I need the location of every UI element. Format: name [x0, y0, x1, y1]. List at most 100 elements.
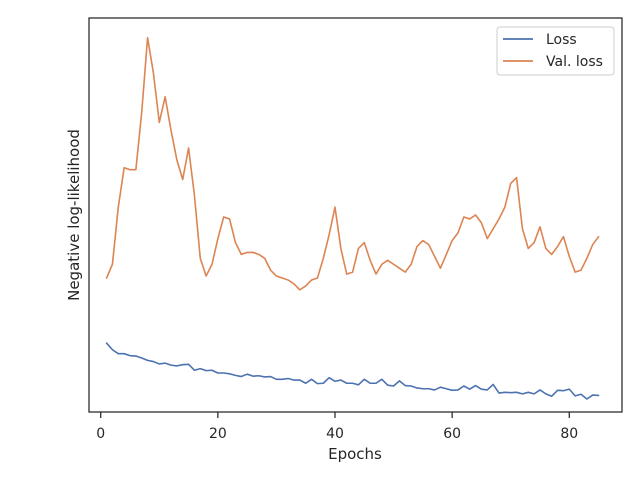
data-point-val-loss	[235, 242, 237, 244]
data-point-val-loss	[164, 96, 166, 98]
data-point-loss	[117, 353, 119, 355]
data-point-loss	[586, 398, 588, 400]
data-point-loss	[305, 382, 307, 384]
data-point-val-loss	[393, 263, 395, 265]
data-point-loss	[317, 383, 319, 385]
data-point-val-loss	[428, 244, 430, 246]
data-point-val-loss	[340, 248, 342, 250]
data-point-loss	[164, 362, 166, 364]
data-point-val-loss	[246, 252, 248, 254]
data-point-val-loss	[293, 283, 295, 285]
data-point-val-loss	[381, 263, 383, 265]
data-point-loss	[352, 382, 354, 384]
x-tick-label: 0	[96, 426, 105, 442]
data-point-loss	[451, 390, 453, 392]
data-point-loss	[346, 382, 348, 384]
data-point-val-loss	[123, 167, 125, 169]
data-point-loss	[393, 385, 395, 387]
data-point-loss	[299, 379, 301, 381]
data-point-loss	[340, 379, 342, 381]
data-point-val-loss	[410, 263, 412, 265]
data-point-loss	[574, 395, 576, 397]
data-point-loss	[481, 388, 483, 390]
data-point-loss	[281, 379, 283, 381]
data-point-val-loss	[463, 216, 465, 218]
data-point-loss	[246, 373, 248, 375]
data-point-val-loss	[399, 267, 401, 269]
data-point-loss	[363, 379, 365, 381]
data-point-val-loss	[258, 254, 260, 256]
data-point-loss	[410, 385, 412, 387]
data-point-val-loss	[539, 226, 541, 228]
data-point-val-loss	[481, 222, 483, 224]
data-point-loss	[328, 377, 330, 379]
data-point-val-loss	[287, 279, 289, 281]
plot-area	[89, 18, 622, 412]
data-point-loss	[457, 389, 459, 391]
data-point-val-loss	[276, 275, 278, 277]
data-point-loss	[522, 393, 524, 395]
data-point-val-loss	[375, 273, 377, 275]
data-point-val-loss	[416, 246, 418, 248]
data-point-loss	[170, 364, 172, 366]
y-axis-label: Negative log-likelihood	[65, 129, 83, 301]
data-point-val-loss	[422, 240, 424, 242]
data-point-val-loss	[147, 37, 149, 39]
data-point-val-loss	[334, 206, 336, 208]
data-point-loss	[533, 393, 535, 395]
legend-label: Loss	[546, 32, 577, 48]
data-point-val-loss	[170, 129, 172, 131]
data-point-loss	[205, 370, 207, 372]
data-point-val-loss	[352, 271, 354, 273]
data-point-loss	[258, 375, 260, 377]
data-point-val-loss	[264, 258, 266, 260]
data-point-loss	[545, 393, 547, 395]
data-point-loss	[440, 386, 442, 388]
data-point-loss	[563, 390, 565, 392]
data-point-val-loss	[510, 183, 512, 185]
data-point-loss	[106, 342, 108, 344]
data-point-val-loss	[358, 248, 360, 250]
data-point-val-loss	[504, 206, 506, 208]
data-point-loss	[158, 363, 160, 365]
data-point-val-loss	[580, 269, 582, 271]
data-point-val-loss	[299, 289, 301, 291]
data-point-loss	[557, 390, 559, 392]
data-point-val-loss	[211, 263, 213, 265]
data-point-loss	[469, 388, 471, 390]
data-point-val-loss	[469, 218, 471, 220]
data-point-val-loss	[270, 269, 272, 271]
data-point-val-loss	[223, 216, 225, 218]
data-point-val-loss	[434, 256, 436, 258]
data-point-loss	[217, 372, 219, 374]
data-point-val-loss	[475, 214, 477, 216]
data-point-loss	[188, 364, 190, 366]
data-point-loss	[112, 349, 114, 351]
data-point-loss	[182, 364, 184, 366]
data-point-val-loss	[440, 267, 442, 269]
data-point-val-loss	[199, 258, 201, 260]
data-point-loss	[463, 385, 465, 387]
data-point-val-loss	[522, 228, 524, 230]
data-point-loss	[399, 380, 401, 382]
x-tick-label: 20	[209, 426, 227, 442]
data-point-val-loss	[574, 271, 576, 273]
data-point-val-loss	[217, 238, 219, 240]
data-point-val-loss	[194, 195, 196, 197]
data-point-loss	[240, 376, 242, 378]
data-point-loss	[434, 389, 436, 391]
data-point-loss	[235, 375, 237, 377]
data-point-val-loss	[557, 246, 559, 248]
data-point-val-loss	[135, 169, 137, 171]
data-point-val-loss	[551, 254, 553, 256]
data-point-val-loss	[311, 279, 313, 281]
data-point-val-loss	[563, 236, 565, 238]
series-layer	[105, 36, 600, 400]
data-point-val-loss	[252, 252, 254, 254]
data-point-loss	[135, 355, 137, 357]
data-point-loss	[252, 375, 254, 377]
data-point-val-loss	[404, 271, 406, 273]
data-point-val-loss	[305, 285, 307, 287]
data-point-loss	[422, 388, 424, 390]
